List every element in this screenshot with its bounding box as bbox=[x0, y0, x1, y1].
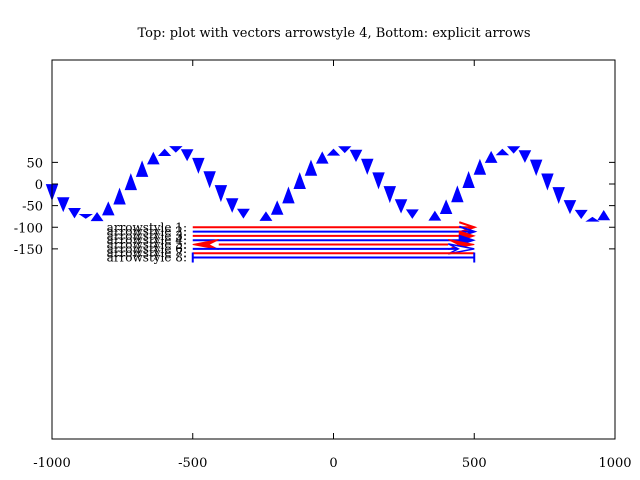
y-tick-label: 0 bbox=[35, 178, 43, 193]
vector-arrow bbox=[405, 209, 419, 219]
vector-arrow bbox=[428, 210, 442, 221]
vector-arrow bbox=[585, 216, 600, 222]
explicit-arrow-8: arrowstyle 8: bbox=[107, 251, 476, 265]
vector-arrow bbox=[439, 199, 453, 214]
y-tick-label: -50 bbox=[22, 200, 43, 215]
vector-arrow bbox=[225, 198, 239, 213]
vector-arrow bbox=[169, 146, 183, 153]
vector-arrow bbox=[462, 171, 475, 188]
vector-arrow bbox=[372, 172, 385, 190]
vector-arrow bbox=[113, 187, 126, 205]
explicit-arrow-7: arrowstyle 7: bbox=[107, 246, 475, 260]
y-tick-label: 50 bbox=[26, 156, 43, 171]
arrow-label: arrowstyle 6: bbox=[107, 242, 187, 256]
arrow-label: arrowstyle 1: bbox=[107, 220, 187, 234]
vector-arrow bbox=[270, 200, 284, 215]
vector-arrow bbox=[102, 201, 115, 216]
vector-arrow bbox=[78, 214, 93, 219]
vector-arrow bbox=[529, 159, 543, 177]
y-tick-label: -150 bbox=[14, 243, 43, 258]
vector-arrow bbox=[203, 171, 216, 189]
arrow-label: arrowstyle 7: bbox=[107, 246, 187, 260]
vector-arrow bbox=[518, 150, 532, 163]
vector-arrow bbox=[383, 186, 397, 204]
vector-arrow bbox=[135, 160, 149, 177]
vector-arrow bbox=[451, 185, 464, 203]
vector-arrow bbox=[597, 209, 611, 221]
vector-arrow bbox=[157, 148, 172, 157]
x-tick-label: 1000 bbox=[598, 456, 631, 471]
explicit-arrow-3: arrowstyle 3: bbox=[107, 229, 476, 243]
vector-arrow bbox=[192, 157, 205, 174]
vector-arrow bbox=[214, 185, 228, 203]
vector-arrow bbox=[541, 173, 554, 191]
vector-arrow bbox=[147, 151, 160, 165]
vector-arrow bbox=[361, 158, 374, 175]
vector-arrow bbox=[68, 208, 81, 219]
vector-arrow bbox=[326, 148, 341, 156]
vector-arrow bbox=[90, 212, 104, 222]
vector-arrow bbox=[180, 149, 194, 162]
vector-arrow bbox=[394, 199, 408, 214]
vector-arrow bbox=[124, 173, 138, 191]
vector-arrow bbox=[304, 159, 318, 176]
arrow-label: arrowstyle 3: bbox=[107, 229, 187, 243]
vector-arrow bbox=[259, 211, 273, 221]
arrow-label: arrowstyle 4: bbox=[107, 233, 187, 247]
vector-arrow bbox=[507, 146, 521, 154]
vector-arrow bbox=[495, 148, 510, 156]
x-tick-label: -1000 bbox=[33, 456, 70, 471]
vector-arrow bbox=[338, 146, 352, 154]
vector-arrow bbox=[282, 186, 295, 204]
x-tick-label: -500 bbox=[178, 456, 207, 471]
explicit-arrow-6: arrowstyle 6: bbox=[107, 242, 475, 256]
vector-arrow bbox=[473, 158, 487, 175]
arrow-label: arrowstyle 5: bbox=[107, 238, 187, 252]
vector-arrow bbox=[552, 187, 565, 205]
x-tick-label: 0 bbox=[329, 456, 337, 471]
vector-arrow bbox=[349, 149, 363, 163]
vector-arrow bbox=[57, 197, 70, 213]
vector-arrow bbox=[574, 209, 588, 220]
arrow-label: arrowstyle 8: bbox=[107, 251, 187, 265]
explicit-arrow-4: arrowstyle 4: bbox=[107, 233, 476, 247]
y-tick-label: -100 bbox=[14, 221, 43, 236]
vector-arrow bbox=[237, 208, 250, 219]
vector-arrow bbox=[293, 172, 306, 190]
chart-title: Top: plot with vectors arrowstyle 4, Bot… bbox=[137, 26, 530, 41]
vector-series bbox=[45, 146, 611, 222]
vector-arrow bbox=[563, 200, 577, 215]
arrow-label: arrowstyle 2: bbox=[107, 225, 187, 239]
explicit-arrows: arrowstyle 1:arrowstyle 2:arrowstyle 3:a… bbox=[107, 220, 478, 265]
vector-arrow bbox=[315, 151, 329, 164]
vector-arrow bbox=[484, 150, 498, 163]
explicit-arrow-2: arrowstyle 2: bbox=[107, 225, 478, 239]
x-tick-label: 500 bbox=[462, 456, 487, 471]
